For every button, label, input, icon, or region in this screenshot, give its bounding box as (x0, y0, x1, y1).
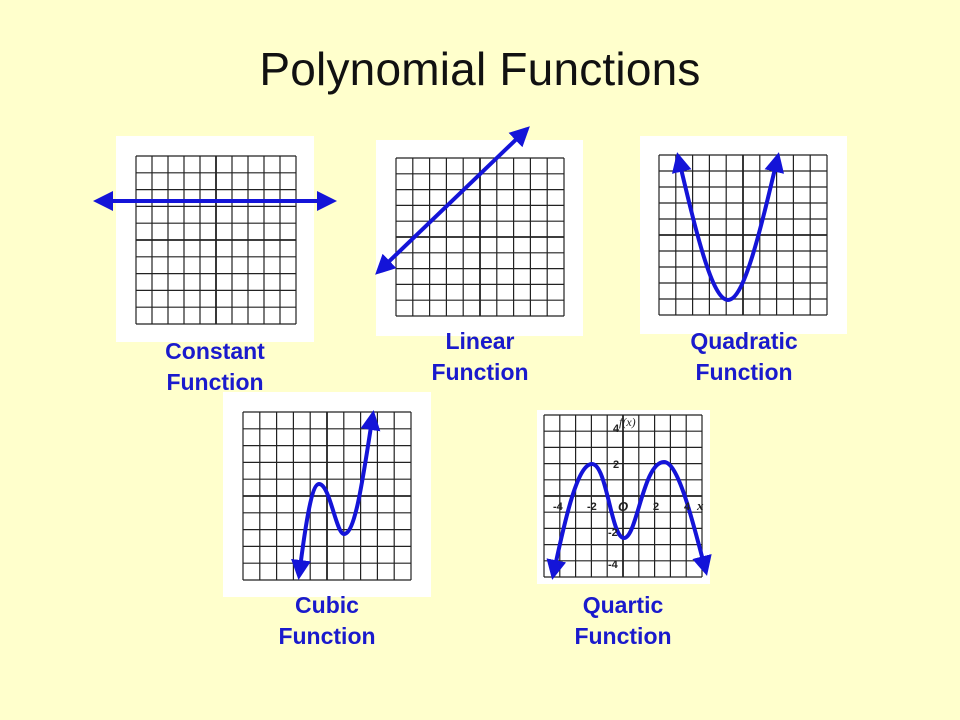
constant-graph-panel (116, 136, 314, 342)
caption-line: Quadratic (690, 328, 798, 354)
quartic-x-tick: -4 (553, 501, 564, 513)
quartic-x-tick: 4 (684, 501, 691, 513)
slide-title: Polynomial Functions (259, 43, 701, 95)
quartic-x-tick: 2 (653, 501, 659, 513)
caption-line: Function (278, 623, 376, 649)
quartic-origin-label: O (618, 499, 628, 514)
linear-graph (375, 126, 583, 336)
quartic-graph: f(x) O x -4 -2 2 4 4 2 -2 -4 (537, 410, 712, 584)
caption-line: Quartic (582, 592, 664, 618)
quartic-caption: Quartic Function (548, 590, 698, 652)
caption-line: Linear (445, 328, 515, 354)
quartic-y-tick: -4 (608, 559, 619, 571)
quartic-x-tick: -2 (587, 501, 597, 513)
quartic-y-axis-label: f(x) (619, 415, 636, 429)
caption-line: Function (431, 359, 529, 385)
linear-curve (375, 126, 530, 275)
quartic-y-tick: 4 (613, 423, 620, 435)
quartic-y-tick: -2 (608, 527, 618, 539)
quadratic-graph (640, 136, 847, 334)
caption-line: Constant (165, 338, 265, 364)
linear-caption: Linear Function (405, 326, 555, 388)
caption-line: Function (574, 623, 672, 649)
quartic-x-axis-label: x (696, 498, 704, 513)
cubic-graph (223, 392, 431, 597)
caption-line: Function (695, 359, 793, 385)
caption-line: Cubic (295, 592, 359, 618)
constant-graph (93, 136, 337, 342)
quartic-y-tick: 2 (613, 459, 619, 471)
cubic-caption: Cubic Function (252, 590, 402, 652)
caption-line: Function (166, 369, 264, 395)
quadratic-caption: Quadratic Function (664, 326, 824, 388)
quartic-curve (546, 459, 712, 580)
cubic-curve (291, 410, 381, 580)
constant-caption: Constant Function (140, 336, 290, 398)
quadratic-curve (671, 152, 785, 303)
